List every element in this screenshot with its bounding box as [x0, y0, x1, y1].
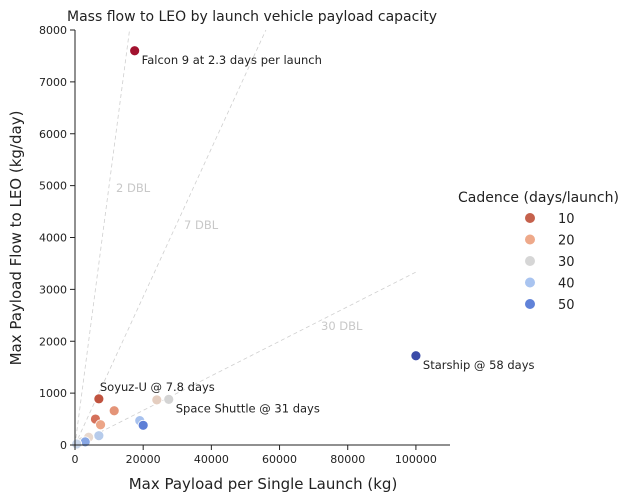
legend: Cadence (days/launch) 10 20 30 40 50: [458, 190, 619, 313]
legend-label: 10: [558, 212, 575, 227]
legend-marker: [525, 256, 535, 266]
data-point: [95, 419, 106, 431]
y-tick-label: 3000: [39, 283, 67, 296]
x-tick-label: 100000: [395, 453, 437, 466]
data-point: [71, 438, 83, 450]
data-point: [410, 350, 422, 362]
y-axis-label: Max Payload Flow to LEO (kg/day): [7, 111, 25, 366]
annotations: Falcon 9 at 2.3 days per launch Starship …: [100, 53, 535, 416]
y-tick-label: 4000: [39, 232, 67, 245]
reference-line-label: 2 DBL: [116, 181, 151, 195]
legend-label: 40: [558, 277, 575, 292]
legend-marker: [525, 299, 535, 309]
data-point: [93, 393, 105, 405]
data-point: [163, 393, 175, 405]
data-point: [93, 430, 105, 442]
x-tick-label: 40000: [194, 453, 229, 466]
reference-line: [74, 29, 267, 446]
reference-line-label: 30 DBL: [321, 319, 363, 333]
reference-line-label: 7 DBL: [184, 218, 219, 232]
y-tick-label: 1000: [39, 387, 67, 400]
annotation-label: Starship @ 58 days: [423, 358, 535, 372]
annotation-label: Soyuz-U @ 7.8 days: [100, 380, 215, 394]
reference-lines: 2 DBL 7 DBL 30 DBL: [74, 29, 417, 446]
legend-label: 30: [558, 255, 575, 270]
axes: 0 20000 40000 60000 80000 100000 0 1000 2000 3000…: [39, 24, 450, 466]
y-tick-label: 5000: [39, 180, 67, 193]
x-tick-label: 0: [72, 453, 79, 466]
data-points: [71, 45, 422, 450]
data-point: [108, 405, 120, 417]
reference-line: [74, 271, 417, 446]
legend-marker: [525, 213, 535, 223]
data-point: [151, 394, 163, 406]
annotation-label: Falcon 9 at 2.3 days per launch: [142, 53, 322, 67]
legend-marker: [525, 277, 535, 288]
legend-title: Cadence (days/launch): [458, 190, 619, 206]
y-tick-label: 2000: [39, 335, 67, 348]
x-tick-label: 20000: [126, 453, 161, 466]
y-tick-label: 6000: [39, 128, 67, 141]
legend-marker: [525, 234, 535, 245]
annotation-label: Space Shuttle @ 31 days: [176, 401, 320, 415]
x-axis-label: Max Payload per Single Launch (kg): [129, 475, 398, 493]
x-tick-label: 60000: [262, 453, 297, 466]
y-tick-label: 0: [60, 439, 67, 452]
legend-label: 20: [558, 234, 575, 249]
y-tick-label: 7000: [39, 76, 67, 89]
y-tick-label: 8000: [39, 24, 67, 37]
x-tick-label: 80000: [330, 453, 365, 466]
data-point: [129, 45, 141, 57]
legend-label: 50: [558, 298, 575, 313]
chart-title: Mass flow to LEO by launch vehicle paylo…: [67, 9, 437, 25]
data-point: [137, 419, 149, 431]
